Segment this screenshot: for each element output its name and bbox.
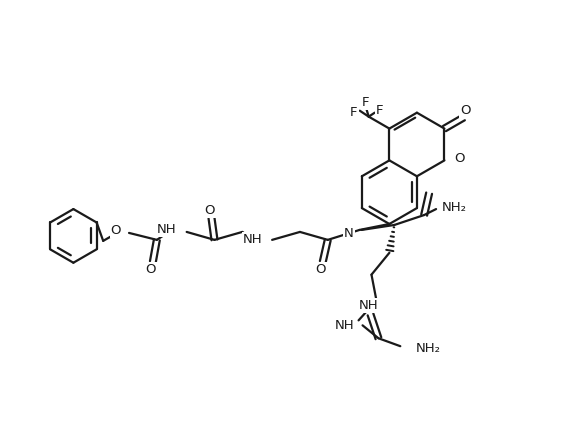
Text: NH₂: NH₂ [416, 342, 441, 355]
Text: NH₂: NH₂ [442, 201, 467, 213]
Text: O: O [455, 152, 465, 165]
Text: NH: NH [157, 224, 177, 236]
Text: F: F [362, 96, 370, 109]
Text: F: F [376, 104, 384, 117]
Text: F: F [350, 106, 357, 119]
Text: O: O [204, 204, 215, 216]
Text: O: O [146, 263, 156, 276]
Text: O: O [460, 104, 471, 117]
Text: NH: NH [359, 299, 378, 312]
Text: N: N [344, 227, 354, 240]
Text: O: O [315, 263, 326, 276]
Text: NH: NH [335, 319, 354, 332]
Text: NH: NH [243, 233, 262, 246]
Text: O: O [111, 224, 121, 238]
